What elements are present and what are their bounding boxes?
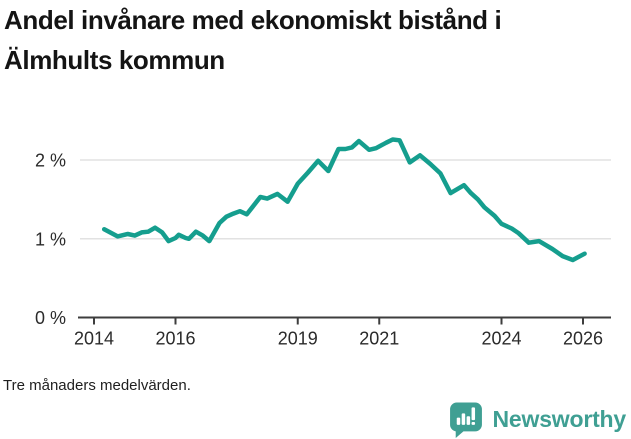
- gridlines: [80, 159, 611, 240]
- svg-text:2021: 2021: [359, 329, 399, 349]
- x-axis: [78, 316, 611, 325]
- svg-text:0 %: 0 %: [35, 308, 66, 328]
- data-series-line: [101, 137, 587, 263]
- svg-text:2014: 2014: [74, 329, 114, 349]
- svg-text:2016: 2016: [155, 329, 195, 349]
- svg-text:2 %: 2 %: [35, 151, 66, 171]
- chart-title: Andel invånare med ekonomiskt bistånd i …: [4, 5, 502, 75]
- svg-text:2024: 2024: [481, 329, 521, 349]
- newsworthy-logo[interactable]: Newsworthy: [448, 401, 626, 438]
- footnote: Tre månaders medelvärden.: [3, 377, 191, 394]
- newsworthy-logo-text: Newsworthy: [492, 406, 627, 432]
- svg-text:2026: 2026: [563, 329, 603, 349]
- svg-text:2019: 2019: [278, 329, 318, 349]
- x-axis-tick-labels: 2014 2016 2019 2021 2024 2026: [74, 329, 603, 349]
- y-axis-tick-labels: 0 % 1 % 2 %: [35, 151, 66, 329]
- newsworthy-bar-chart-icon: [449, 402, 482, 438]
- svg-text:1 %: 1 %: [35, 229, 66, 249]
